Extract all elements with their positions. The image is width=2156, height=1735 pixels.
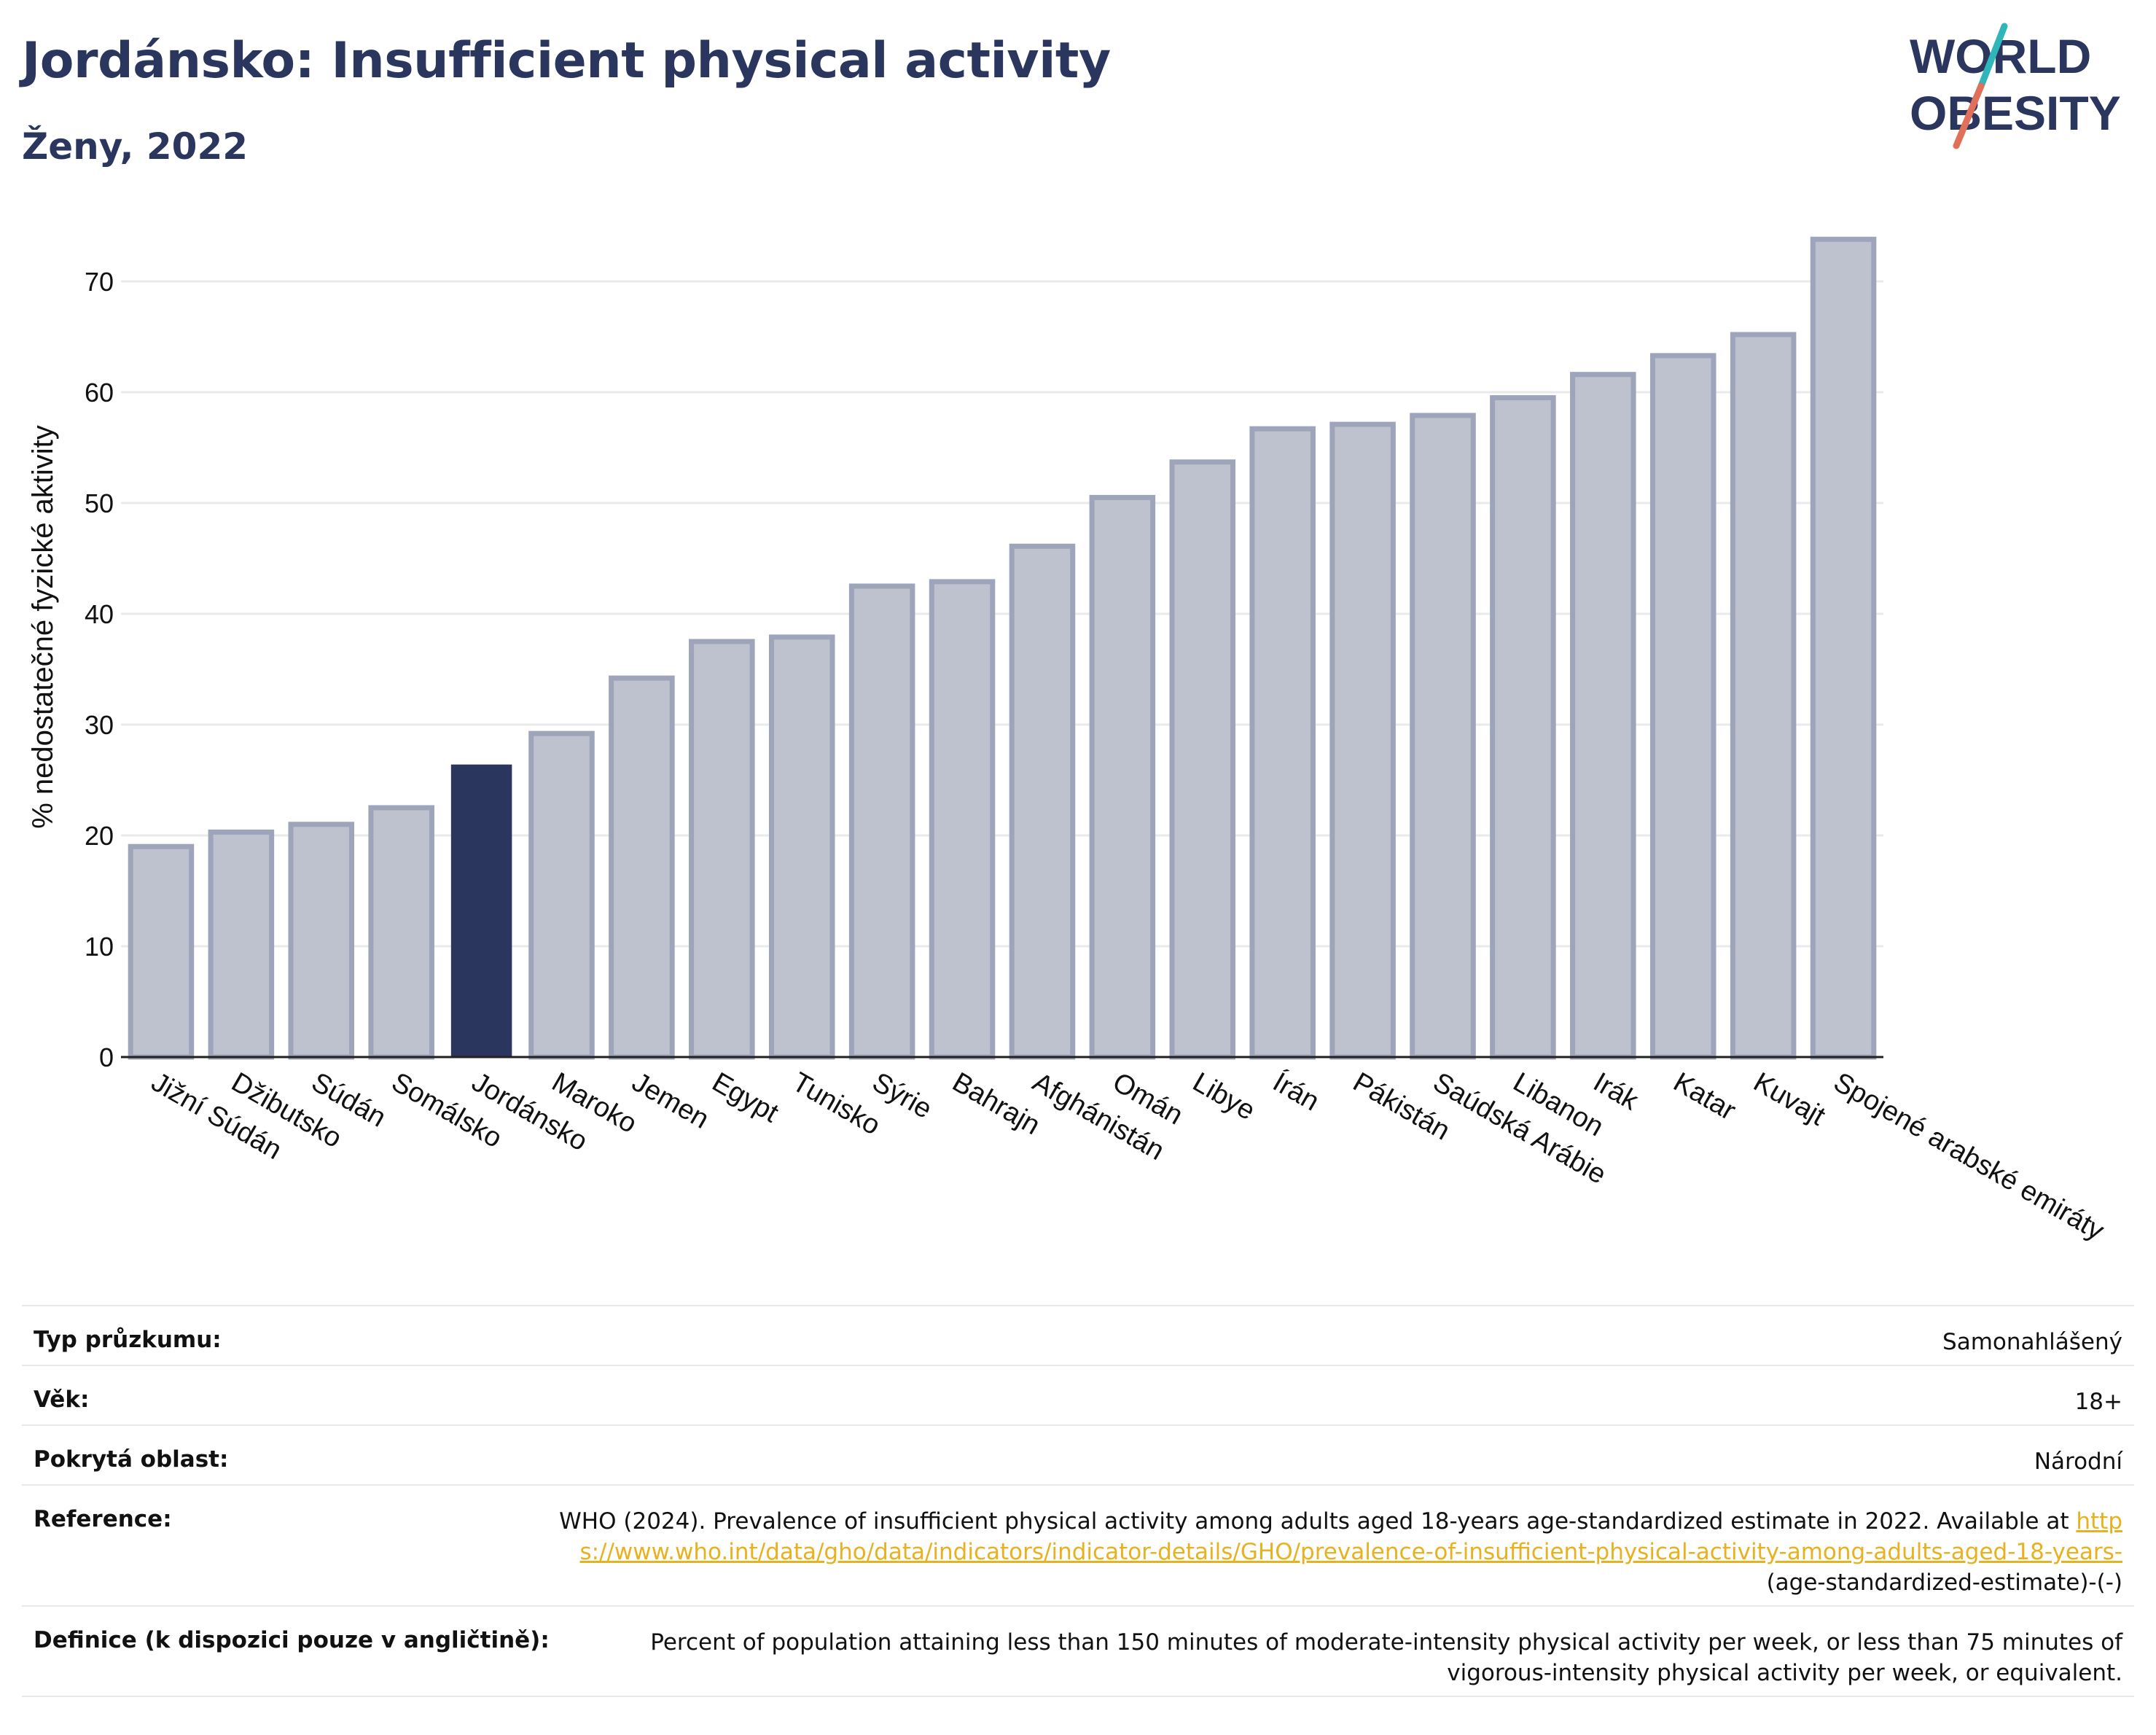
info-row-coverage: Pokrytá oblast: Národní — [22, 1424, 2134, 1484]
x-tick-label: Spojené arabské emiráty — [1829, 1067, 2109, 1247]
page-subtitle: Ženy, 2022 — [22, 125, 249, 168]
y-tick-label: 60 — [85, 378, 114, 408]
page-title: Jordánsko: Insufficient physical activit… — [22, 32, 1111, 90]
bar-saúdská-arábie — [1410, 413, 1476, 1060]
bar-somálsko — [368, 805, 434, 1060]
x-tick-label: Írán — [1268, 1067, 1324, 1118]
bar-libanon — [1490, 395, 1556, 1060]
x-tick-label: Egypt — [707, 1067, 784, 1128]
info-row-age: Věk: 18+ — [22, 1365, 2134, 1424]
y-tick-label: 0 — [99, 1042, 114, 1072]
reference-link[interactable]: https://www.who.int/data/gho/data/indica… — [579, 1508, 2122, 1565]
y-tick-label: 10 — [85, 932, 114, 962]
bar-libye — [1169, 459, 1236, 1060]
bar-maroko — [528, 730, 595, 1060]
age-label: Věk: — [34, 1387, 90, 1413]
bar-chart: 0 10 20 30 40 50 60 70 Jižní SúdánDžibutskoSúdá… — [27, 236, 2109, 1247]
y-tick-label: 30 — [85, 710, 114, 740]
coverage-label: Pokrytá oblast: — [34, 1446, 229, 1473]
reference-value: WHO (2024). Prevalence of insufficient p… — [548, 1506, 2122, 1605]
bar-tunisko — [768, 634, 835, 1060]
bar-jižní-súdán — [128, 843, 195, 1060]
x-tick-label: Katar — [1668, 1067, 1741, 1126]
bar-omán — [1089, 494, 1156, 1060]
definition-label: Definice (k dispozici pouze v angličtině… — [34, 1627, 550, 1653]
world-obesity-logo: WORLD OBESITY — [1910, 23, 2121, 149]
survey-type-label: Typ průzkumu: — [34, 1327, 222, 1353]
bar-irák — [1570, 372, 1636, 1060]
x-tick-label: Bahrajn — [948, 1067, 1045, 1141]
x-tick-label: Tunisko — [787, 1067, 886, 1141]
bar-súdán — [288, 822, 355, 1060]
info-row-survey-type: Typ průzkumu: Samonahlášený — [22, 1305, 2134, 1365]
y-tick-labels: 0 10 20 30 40 50 60 70 — [85, 267, 114, 1072]
reference-text: WHO (2024). Prevalence of insufficient p… — [559, 1508, 2069, 1535]
y-axis-title: % nedostatečné fyzické aktivity — [27, 425, 59, 829]
x-tick-labels: Jižní SúdánDžibutskoSúdánSomálskoJordáns… — [146, 1067, 2109, 1247]
bar-egypt — [689, 639, 755, 1060]
info-row-definition: Definice (k dispozici pouze v angličtině… — [22, 1605, 2134, 1697]
bar-jemen — [609, 675, 675, 1060]
definition-value: Percent of population attaining less tha… — [650, 1629, 2122, 1686]
reference-label: Reference: — [34, 1506, 172, 1532]
logo-slash-teal — [1977, 23, 2008, 90]
bar-katar — [1649, 353, 1716, 1060]
y-tick-label: 70 — [85, 267, 114, 297]
x-tick-label: Libye — [1187, 1067, 1260, 1126]
y-tick-label: 50 — [85, 488, 114, 518]
coverage-value: Národní — [2034, 1449, 2122, 1475]
x-tick-label: Kuvajt — [1749, 1067, 1831, 1131]
logo-line2: OBESITY — [1910, 86, 2121, 140]
reference-suffix: (age-standardized-estimate)-(-) — [1766, 1570, 2122, 1596]
y-tick-label: 20 — [85, 821, 114, 851]
bar-pákistán — [1329, 421, 1396, 1060]
age-value: 18+ — [2074, 1389, 2122, 1415]
bar-afghánistán — [1009, 543, 1076, 1060]
y-tick-label: 40 — [85, 599, 114, 629]
bars — [128, 236, 1877, 1060]
bar-jordánsko — [450, 764, 512, 1057]
info-row-reference: Reference: WHO (2024). Prevalence of ins… — [22, 1484, 2134, 1605]
x-tick-label: Jemen — [627, 1067, 714, 1134]
survey-type-value: Samonahlášený — [1942, 1329, 2122, 1355]
bar-sýrie — [848, 583, 915, 1060]
bar-džibutsko — [208, 829, 275, 1060]
bar-írán — [1249, 426, 1316, 1060]
bar-kuvajt — [1730, 332, 1797, 1060]
bar-spojené-arabské-emiráty — [1810, 236, 1877, 1060]
logo-slash-coral — [1953, 82, 1985, 149]
bar-bahrajn — [929, 579, 996, 1060]
info-table: Typ průzkumu: Samonahlášený Věk: 18+ Pok… — [22, 1305, 2134, 1697]
